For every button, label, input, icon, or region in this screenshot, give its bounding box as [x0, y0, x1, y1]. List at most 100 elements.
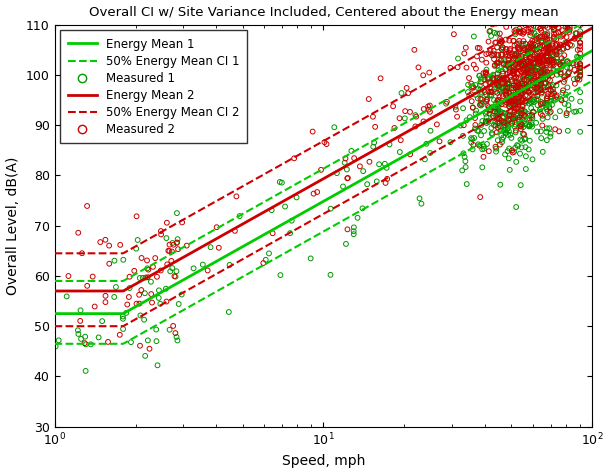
Point [523, 58, 533, 66]
Point [531, 95, 541, 103]
Point [524, 80, 534, 88]
Point [497, 132, 506, 139]
Point [554, 45, 564, 52]
Point [517, 121, 527, 129]
Point [497, 138, 507, 146]
Point [562, 109, 572, 117]
Point [513, 75, 523, 82]
Point [520, 40, 530, 47]
Point [503, 125, 512, 132]
Point [517, 112, 526, 119]
Point [511, 144, 520, 152]
Point [512, 78, 522, 86]
Point [515, 25, 525, 32]
Point [422, 140, 431, 147]
Point [533, 6, 542, 14]
Point [495, 115, 504, 123]
Point [570, 66, 580, 73]
Point [536, 80, 546, 88]
Point [575, 69, 585, 76]
Point [545, 93, 555, 101]
Point [492, 79, 501, 86]
Point [544, 42, 553, 49]
Point [565, 41, 575, 49]
Point [522, 68, 532, 75]
Point [539, 83, 548, 91]
Point [467, 139, 476, 146]
Point [518, 62, 528, 69]
Point [520, 88, 529, 95]
Point [520, 108, 529, 115]
Point [543, 44, 553, 52]
Point [540, 17, 550, 25]
Point [517, 60, 527, 68]
Point [517, 91, 526, 98]
Point [493, 82, 503, 90]
Point [517, 137, 527, 145]
Title: Overall CI w/ Site Variance Included, Centered about the Energy mean: Overall CI w/ Site Variance Included, Ce… [88, 6, 558, 19]
Point [492, 60, 501, 67]
Point [533, 63, 542, 71]
Point [484, 118, 493, 126]
Point [500, 81, 510, 88]
Point [478, 164, 487, 171]
Point [574, 0, 584, 4]
Point [198, 261, 207, 268]
Point [544, 72, 553, 79]
Point [94, 334, 104, 341]
Point [503, 51, 513, 59]
Point [525, 54, 535, 61]
Point [538, 42, 548, 49]
Point [529, 66, 539, 74]
Point [481, 59, 491, 66]
Point [434, 137, 444, 145]
Point [520, 70, 529, 78]
Point [525, 68, 534, 76]
Point [480, 76, 490, 83]
Point [163, 247, 173, 255]
Point [547, 40, 557, 47]
Point [528, 70, 538, 78]
Point [572, 29, 581, 37]
Point [515, 114, 525, 121]
Point [520, 97, 530, 105]
Point [517, 79, 527, 87]
Point [496, 123, 506, 130]
Point [536, 61, 545, 69]
Point [575, 128, 585, 136]
Point [468, 82, 478, 90]
Legend: Energy Mean 1, 50% Energy Mean CI 1, Measured 1, Energy Mean 2, 50% Energy Mean : Energy Mean 1, 50% Energy Mean CI 1, Mea… [60, 30, 247, 143]
Point [531, 55, 541, 62]
Point [118, 315, 128, 323]
Point [567, 42, 576, 49]
Point [492, 108, 502, 115]
Point [526, 91, 536, 98]
Point [510, 123, 520, 130]
Point [382, 175, 392, 182]
Point [525, 62, 535, 70]
Point [540, 4, 550, 12]
Point [504, 64, 514, 71]
Point [555, 107, 565, 115]
Point [380, 160, 390, 168]
Point [528, 109, 538, 116]
Point [182, 242, 192, 249]
Point [471, 107, 481, 114]
Point [503, 98, 513, 106]
Point [489, 52, 498, 59]
Point [575, 72, 585, 80]
Point [540, 67, 550, 75]
Point [485, 91, 495, 99]
Point [529, 75, 539, 83]
Point [512, 112, 522, 119]
Point [562, 83, 572, 91]
Point [481, 118, 490, 125]
Point [493, 51, 503, 59]
Point [493, 104, 503, 111]
Point [101, 298, 110, 306]
Point [529, 55, 539, 63]
Point [461, 157, 470, 165]
Point [533, 83, 542, 91]
Point [500, 88, 510, 95]
Point [156, 267, 166, 274]
